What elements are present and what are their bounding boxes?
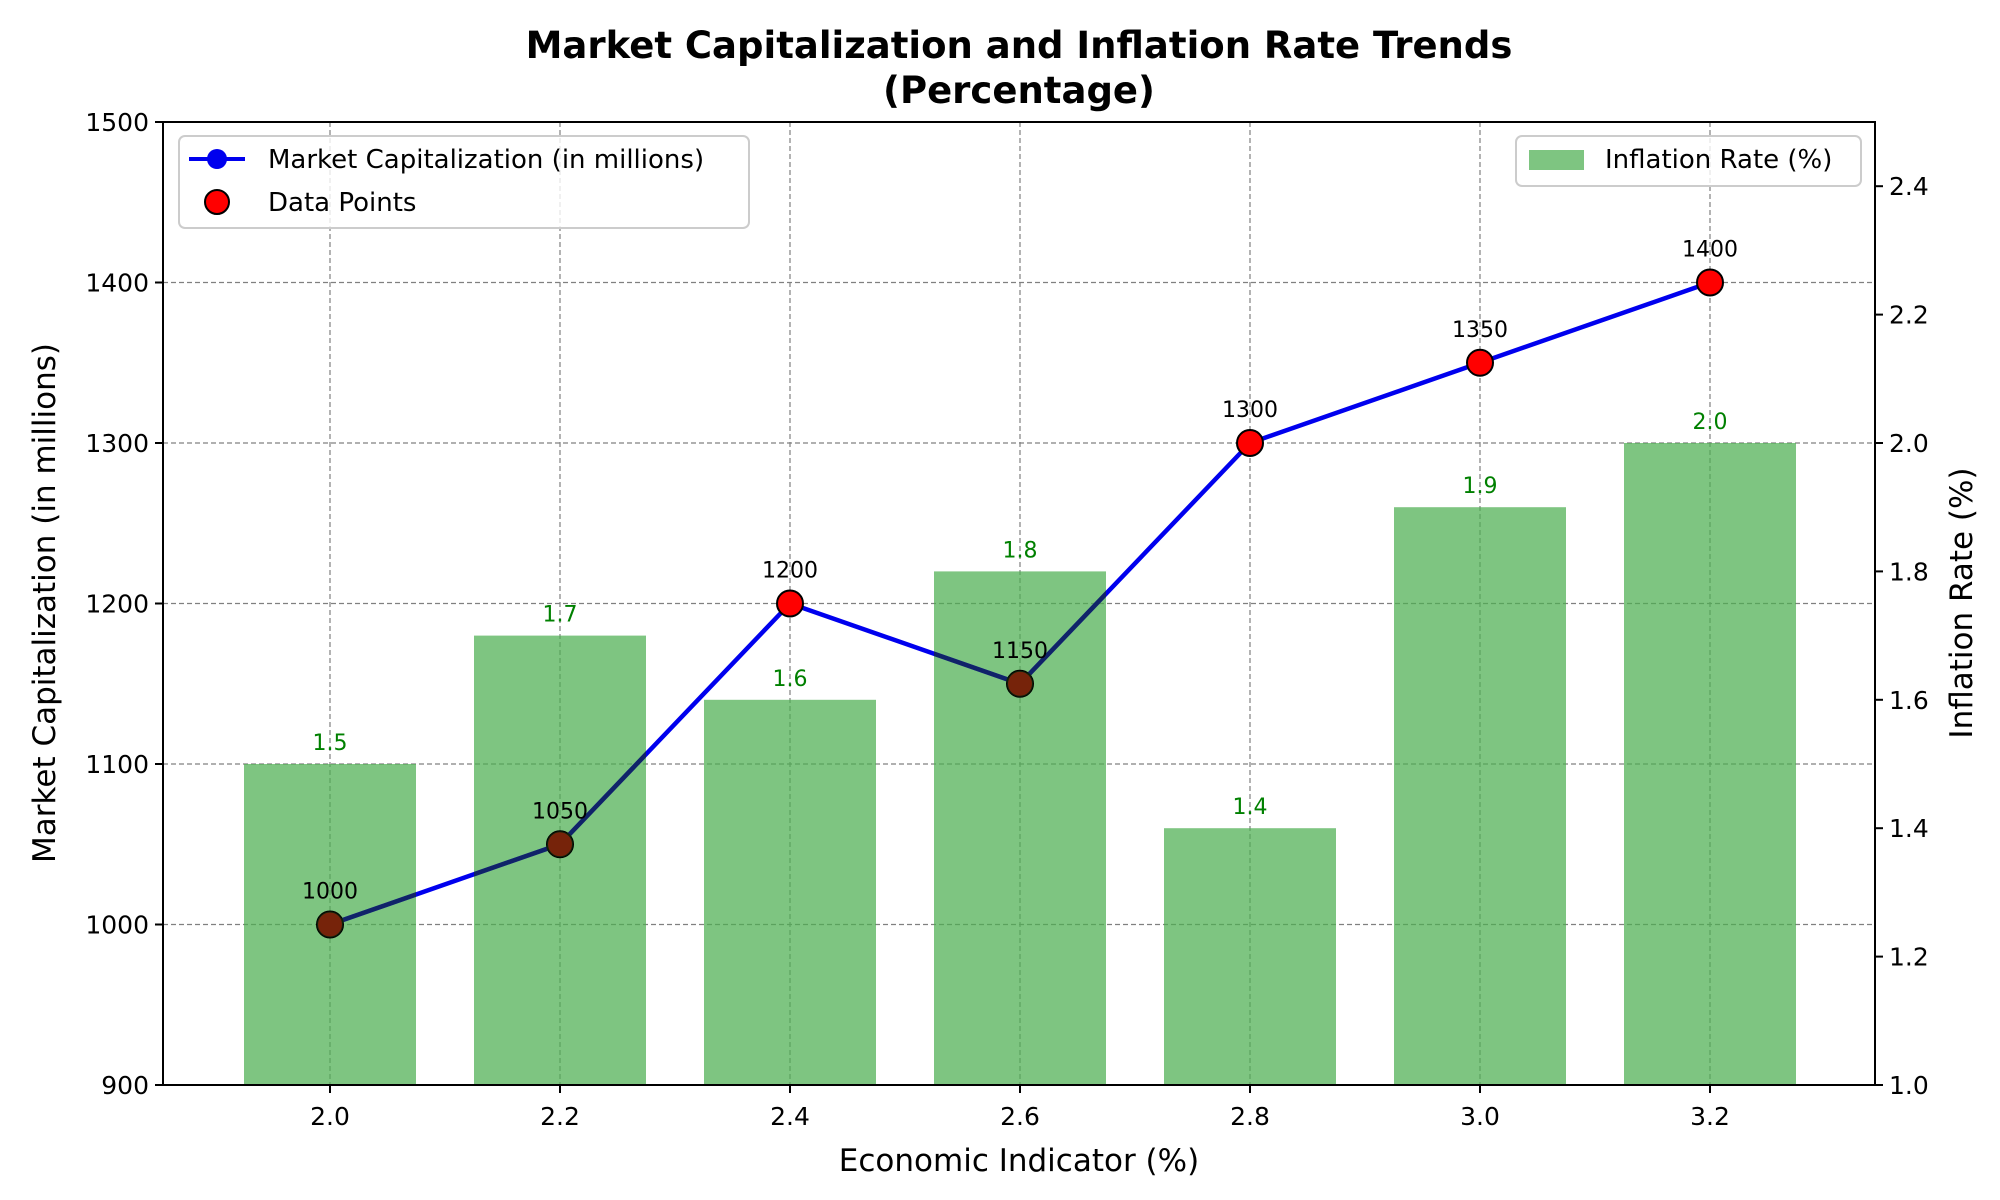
data-point	[1236, 429, 1264, 457]
legend-points-marker	[204, 189, 230, 215]
left-axis-label: Market Capitalization (in millions)	[27, 343, 63, 863]
bar-value-label: 1.9	[1463, 474, 1498, 499]
legend-line: Market Capitalization (in millions) Data…	[178, 135, 750, 229]
x-tick-label: 2.4	[770, 1102, 810, 1131]
legend-line-label: Market Capitalization (in millions)	[268, 145, 704, 175]
right-y-tick-label: 2.0	[1889, 429, 1929, 458]
right-y-tick-label: 1.6	[1889, 686, 1929, 715]
x-tick-label: 3.2	[1690, 1102, 1730, 1131]
right-y-tick-label: 1.8	[1889, 557, 1929, 586]
bar-value-label: 1.8	[1003, 538, 1038, 563]
bar-value-label: 1.5	[313, 731, 348, 756]
left-y-tick-label: 1000	[85, 911, 149, 940]
x-tick-label: 2.2	[540, 1102, 580, 1131]
legend-line-frame	[178, 135, 750, 229]
left-y-tick-label: 1200	[85, 590, 149, 619]
legend-points-label: Data Points	[268, 188, 416, 218]
right-y-tick-label: 2.4	[1889, 172, 1929, 201]
left-axis-ticks: 900 1000 1100 1200 1300 1400 1500	[85, 108, 163, 1100]
left-y-tick-label: 1400	[85, 269, 149, 298]
data-point	[1696, 268, 1724, 297]
legend-bar-frame	[1515, 135, 1862, 187]
right-y-tick-label: 1.2	[1889, 943, 1929, 972]
right-y-tick-label: 1.4	[1889, 814, 1929, 843]
x-axis-label: Economic Indicator (%)	[839, 1143, 1199, 1179]
right-y-tick-label: 2.2	[1889, 301, 1929, 330]
point-value-label: 1300	[1222, 398, 1278, 423]
right-y-tick-label: 1.0	[1889, 1071, 1929, 1100]
data-point	[1466, 348, 1494, 377]
right-axis-label: Inflation Rate (%)	[1944, 467, 1980, 738]
legend-bar-label: Inflation Rate (%)	[1605, 145, 1832, 175]
point-value-label: 1200	[762, 559, 818, 584]
chart-title-line2: (Percentage)	[883, 69, 1155, 112]
x-tick-label: 2.8	[1230, 1102, 1270, 1131]
point-value-label: 1050	[532, 799, 588, 824]
legend-bar-swatch	[1529, 150, 1584, 170]
bar-value-label: 2.0	[1693, 410, 1728, 435]
x-tick-label: 3.0	[1460, 1102, 1500, 1131]
left-y-tick-label: 1500	[85, 108, 149, 137]
bar-value-label: 1.7	[543, 603, 578, 628]
legend-bar: Inflation Rate (%)	[1515, 135, 1862, 187]
right-axis-ticks: 1.0 1.2 1.4 1.6 1.8 2.0 2.2 2.4	[1875, 172, 1929, 1100]
left-y-tick-label: 1300	[85, 429, 149, 458]
bar-value-label: 1.4	[1233, 795, 1268, 820]
x-axis-ticks: 2.0 2.2 2.4 2.6 2.8 3.0 3.2	[310, 1085, 1730, 1131]
chart-title-line1: Market Capitalization and Inflation Rate…	[526, 24, 1513, 67]
legend-line-marker	[207, 149, 227, 169]
label-layer: 1.5 1.7 1.6 1.8 1.4 1.9 2.0 1000 1050 1200 1150 130…	[302, 238, 1738, 905]
point-value-label: 1350	[1452, 318, 1508, 343]
left-y-tick-label: 900	[101, 1071, 149, 1100]
point-value-label: 1400	[1682, 238, 1738, 263]
bar-value-label: 1.6	[773, 667, 808, 692]
x-tick-label: 2.6	[1000, 1102, 1040, 1131]
left-y-tick-label: 1100	[85, 750, 149, 779]
point-value-label: 1000	[302, 880, 358, 905]
point-value-label: 1150	[992, 639, 1048, 664]
data-point	[776, 589, 804, 618]
x-tick-label: 2.0	[310, 1102, 350, 1131]
